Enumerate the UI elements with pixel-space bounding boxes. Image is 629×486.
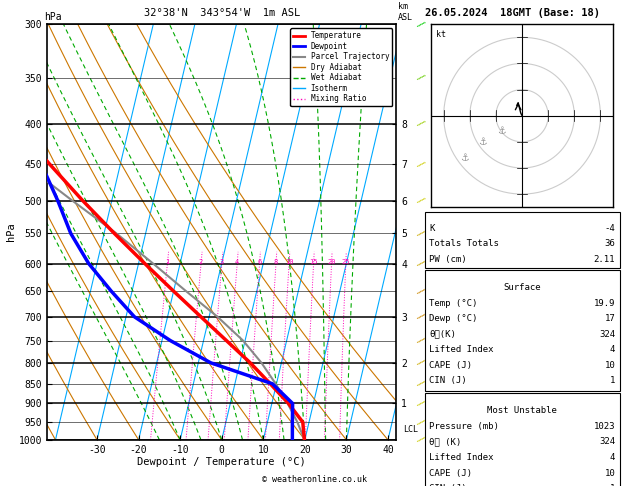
- Text: Totals Totals: Totals Totals: [429, 239, 499, 248]
- Text: CIN (J): CIN (J): [429, 377, 467, 385]
- Text: 10: 10: [604, 469, 615, 478]
- Text: 26.05.2024  18GMT (Base: 18): 26.05.2024 18GMT (Base: 18): [425, 8, 599, 18]
- Text: 10: 10: [285, 259, 293, 265]
- Text: -4: -4: [604, 224, 615, 233]
- Text: Dewp (°C): Dewp (°C): [429, 314, 477, 323]
- Text: 32°38'N  343°54'W  1m ASL: 32°38'N 343°54'W 1m ASL: [143, 8, 300, 18]
- Text: 1: 1: [610, 377, 615, 385]
- Text: ⚓: ⚓: [460, 153, 469, 162]
- Text: /: /: [415, 196, 425, 206]
- Text: Lifted Index: Lifted Index: [429, 346, 494, 354]
- Text: 4: 4: [235, 259, 239, 265]
- Text: /: /: [415, 336, 425, 346]
- Text: 25: 25: [342, 259, 350, 265]
- Y-axis label: hPa: hPa: [6, 223, 16, 242]
- Text: /: /: [415, 72, 425, 82]
- Text: CAPE (J): CAPE (J): [429, 361, 472, 370]
- Text: PW (cm): PW (cm): [429, 255, 467, 264]
- Text: Most Unstable: Most Unstable: [487, 406, 557, 416]
- Text: 36: 36: [604, 239, 615, 248]
- Text: /: /: [415, 435, 425, 445]
- Text: /: /: [415, 259, 425, 268]
- Text: K: K: [429, 224, 435, 233]
- Text: 6: 6: [257, 259, 262, 265]
- Text: 324: 324: [599, 437, 615, 447]
- Text: km
ASL: km ASL: [398, 2, 413, 22]
- Text: © weatheronline.co.uk: © weatheronline.co.uk: [262, 474, 367, 484]
- Text: 2.11: 2.11: [594, 255, 615, 264]
- Text: Temp (°C): Temp (°C): [429, 299, 477, 308]
- Text: 19.9: 19.9: [594, 299, 615, 308]
- Text: /: /: [415, 228, 425, 238]
- Text: 8: 8: [274, 259, 278, 265]
- Text: 1: 1: [610, 484, 615, 486]
- Text: θᴄ(K): θᴄ(K): [429, 330, 456, 339]
- Text: /: /: [415, 159, 425, 169]
- Text: /: /: [415, 358, 425, 368]
- Text: 20: 20: [327, 259, 336, 265]
- Text: /: /: [415, 399, 425, 408]
- Text: /: /: [415, 417, 425, 427]
- Legend: Temperature, Dewpoint, Parcel Trajectory, Dry Adiabat, Wet Adiabat, Isotherm, Mi: Temperature, Dewpoint, Parcel Trajectory…: [290, 28, 392, 106]
- Text: Surface: Surface: [503, 283, 541, 292]
- Text: /: /: [415, 286, 425, 296]
- X-axis label: Dewpoint / Temperature (°C): Dewpoint / Temperature (°C): [137, 457, 306, 468]
- Text: 17: 17: [604, 314, 615, 323]
- Text: 4: 4: [610, 346, 615, 354]
- Text: 4: 4: [610, 453, 615, 462]
- Text: /: /: [415, 119, 425, 128]
- Text: 10: 10: [604, 361, 615, 370]
- Text: ⚓: ⚓: [497, 126, 506, 137]
- Text: Pressure (mb): Pressure (mb): [429, 422, 499, 431]
- Text: Lifted Index: Lifted Index: [429, 453, 494, 462]
- Text: 1: 1: [165, 259, 169, 265]
- Text: kt: kt: [436, 30, 446, 39]
- Text: hPa: hPa: [44, 12, 62, 22]
- Text: 324: 324: [599, 330, 615, 339]
- Text: /: /: [415, 19, 425, 29]
- Text: CAPE (J): CAPE (J): [429, 469, 472, 478]
- Text: 3: 3: [220, 259, 224, 265]
- Text: 15: 15: [309, 259, 318, 265]
- Text: /: /: [415, 379, 425, 389]
- Text: CIN (J): CIN (J): [429, 484, 467, 486]
- Text: ⚓: ⚓: [479, 137, 487, 147]
- Text: 2: 2: [199, 259, 203, 265]
- Text: 1023: 1023: [594, 422, 615, 431]
- Text: /: /: [415, 312, 425, 322]
- Text: θᴄ (K): θᴄ (K): [429, 437, 461, 447]
- Text: LCL: LCL: [403, 425, 418, 434]
